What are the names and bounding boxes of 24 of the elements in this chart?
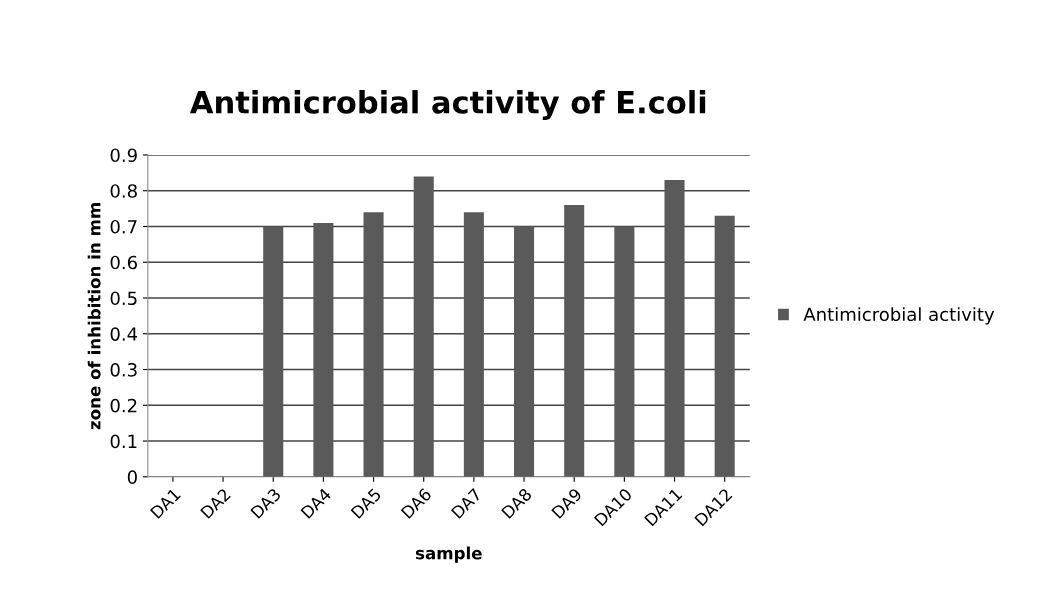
- bar: [514, 226, 535, 477]
- bar: [714, 215, 735, 477]
- bar: [363, 212, 384, 477]
- bar: [263, 226, 284, 477]
- y-tick-label: 0.3: [110, 362, 137, 377]
- bar: [313, 222, 334, 477]
- y-tick-label: 0.7: [110, 219, 137, 234]
- bar: [614, 226, 635, 477]
- y-tick-label: 0.5: [110, 291, 137, 306]
- y-tick-label: 0.1: [110, 434, 137, 449]
- chart-title: Antimicrobial activity of E.coli: [190, 90, 706, 120]
- y-tick-label: 0: [127, 470, 137, 484]
- bar: [564, 205, 585, 477]
- bar: [413, 176, 434, 477]
- y-tick-label: 0.2: [110, 398, 137, 413]
- y-tick-label: 0.9: [110, 148, 137, 163]
- y-tick-label: 0.6: [110, 255, 137, 270]
- y-axis-title: zone of inhibition in mm: [87, 203, 101, 430]
- bar: [463, 212, 484, 477]
- bar: [664, 179, 685, 477]
- legend-label: Antimicrobial activity: [803, 307, 995, 325]
- y-tick-label: 0.8: [110, 184, 137, 198]
- y-tick-label: 0.4: [110, 327, 138, 341]
- x-axis-title: sample: [415, 546, 482, 563]
